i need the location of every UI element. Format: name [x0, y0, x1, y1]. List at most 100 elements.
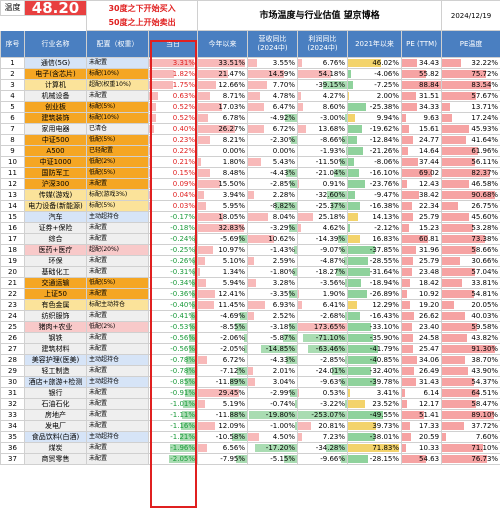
cell-day-bar	[149, 169, 152, 177]
cell-pe-ttm-value: 15.23	[419, 224, 440, 232]
cell-since-2021: -31.64%	[347, 266, 403, 278]
cell-revenue-yoy: -2.85%	[247, 178, 299, 190]
cell-revenue-yoy-value: 14.59%	[268, 70, 296, 78]
cell-revenue-yoy: 3.55%	[247, 57, 299, 69]
cell-ytd-value: -2.05%	[220, 345, 246, 353]
cell-day-bar	[149, 81, 173, 89]
cell-industry: 汽车	[24, 211, 87, 223]
cell-pe-temp-bar	[442, 169, 490, 177]
cell-day: -0.85%	[147, 376, 199, 388]
cell-pe-temp-bar	[442, 224, 473, 232]
cell-pe-ttm-bar	[402, 235, 429, 243]
cell-pe-temp: 58.66%	[441, 244, 500, 256]
cell-profit-yoy: -9.66%	[297, 453, 349, 465]
cell-pe-temp-bar	[442, 136, 467, 144]
cell-day-value: -0.56%	[170, 345, 196, 353]
cell-day-value: 0.22%	[172, 147, 196, 155]
cell-pe-temp: 45.60%	[441, 211, 500, 223]
cell-index: 13	[0, 189, 25, 201]
cell-pe-ttm: 38.42	[401, 189, 443, 201]
cell-ytd: 5.10%	[197, 255, 249, 267]
cell-revenue-yoy-bar	[248, 411, 297, 419]
temp-label: 温度	[0, 0, 25, 16]
cell-pe-ttm-value: 60.81	[419, 235, 440, 243]
cell-pe-ttm-value: 88.84	[419, 81, 440, 89]
cell-day-value: -1.96%	[170, 444, 196, 452]
cell-industry: 中证1000	[24, 156, 87, 168]
cell-day-bar	[184, 389, 197, 397]
cell-day-value: -0.36%	[170, 290, 196, 298]
cell-pe-temp-value: 54.81%	[471, 290, 499, 298]
cell-pe-temp-value: 38.70%	[471, 356, 499, 364]
cell-revenue-yoy-bar	[284, 114, 297, 122]
cell-ytd-bar	[237, 367, 247, 375]
cell-pe-temp: 46.58%	[441, 178, 500, 190]
cell-revenue-yoy-bar	[290, 180, 297, 188]
cell-profit-yoy-bar	[345, 400, 347, 408]
cell-profit-yoy-value: -71.10%	[315, 334, 346, 342]
cell-revenue-yoy-value: 8.04%	[272, 213, 296, 221]
cell-ytd-value: 1.80%	[222, 158, 246, 166]
cell-allocation: 标配主动持仓	[86, 299, 149, 311]
cell-revenue-yoy: 6.72%	[247, 123, 299, 135]
cell-pe-temp: 57.67%	[441, 90, 500, 102]
cell-since-2021-bar	[348, 191, 355, 199]
table-row: 19 环保 未配置 -0.26% 5.10% 2.59% -4.87% -28.55% 25.7…	[0, 255, 500, 267]
cell-ytd-bar	[198, 180, 220, 188]
cell-pe-ttm: 31.96	[401, 244, 443, 256]
cell-day-bar	[149, 92, 158, 100]
cell-day: -0.36%	[147, 288, 199, 300]
cell-revenue-yoy-value: -17.20%	[265, 444, 296, 452]
cell-ytd-value: -11.89%	[215, 378, 246, 386]
cell-pe-ttm-bar	[402, 334, 413, 342]
cell-profit-yoy-bar	[298, 92, 301, 100]
cell-pe-temp-bar	[442, 334, 468, 342]
cell-profit-yoy: 8.60%	[297, 101, 349, 113]
cell-profit-yoy-bar	[298, 70, 332, 78]
cell-industry: 有色金属	[24, 299, 87, 311]
cell-profit-yoy-value: 20.81%	[318, 422, 346, 430]
cell-pe-ttm: 26.49	[401, 365, 443, 377]
cell-since-2021: 71.83%	[347, 442, 403, 454]
cell-since-2021-value: -28.55%	[369, 257, 400, 265]
cell-since-2021-value: -7.25%	[374, 81, 400, 89]
cell-revenue-yoy-value: 2.59%	[272, 257, 296, 265]
cell-since-2021-bar	[348, 257, 369, 265]
cell-profit-yoy-value: -3.00%	[320, 114, 346, 122]
cell-profit-yoy-bar	[298, 125, 307, 133]
cell-allocation: 标配(5%)	[86, 200, 149, 212]
cell-pe-temp-bar	[442, 279, 462, 287]
cell-ytd-bar	[235, 323, 247, 331]
cell-since-2021-value: -18.94%	[369, 279, 400, 287]
cell-industry: A500	[24, 145, 87, 157]
cell-ytd: 15.50%	[197, 178, 249, 190]
cell-day-value: -0.24%	[170, 235, 196, 243]
cell-revenue-yoy: -1.00%	[247, 420, 299, 432]
cell-index: 29	[0, 365, 25, 377]
cell-since-2021-value: -16.10%	[369, 169, 400, 177]
cell-revenue-yoy: -4.43%	[247, 167, 299, 179]
cell-pe-ttm: 9.63	[401, 112, 443, 124]
cell-day: 1.75%	[147, 79, 199, 91]
cell-ytd: 12.66%	[197, 79, 249, 91]
cell-pe-ttm-value: 55.82	[419, 70, 440, 78]
cell-profit-yoy-bar	[334, 169, 347, 177]
cell-day-value: 3.31%	[172, 59, 196, 67]
cell-since-2021-value: -49.55%	[369, 411, 400, 419]
cell-pe-temp-value: 57.04%	[471, 268, 499, 276]
cell-pe-temp: 30.66%	[441, 255, 500, 267]
cell-revenue-yoy-value: -19.80%	[265, 411, 296, 419]
temp-value: 48.20	[24, 0, 87, 16]
cell-ytd-value: 6.72%	[222, 356, 246, 364]
cell-profit-yoy: -21.04%	[297, 167, 349, 179]
cell-profit-yoy: 173.65%	[297, 321, 349, 333]
cell-day-bar	[191, 312, 197, 320]
cell-ytd-bar	[198, 213, 224, 221]
cell-profit-yoy: -34.28%	[297, 442, 349, 454]
table-row: 17 综合 未配置 -0.24% -5.69% 10.62% -14.39% 16.83% 60…	[0, 233, 500, 245]
cell-day-value: -0.34%	[170, 279, 196, 287]
cell-since-2021-value: -8.06%	[374, 158, 400, 166]
cell-revenue-yoy-bar	[282, 334, 297, 342]
cell-profit-yoy-value: -9.66%	[320, 455, 346, 463]
cell-day: -1.01%	[147, 398, 199, 410]
